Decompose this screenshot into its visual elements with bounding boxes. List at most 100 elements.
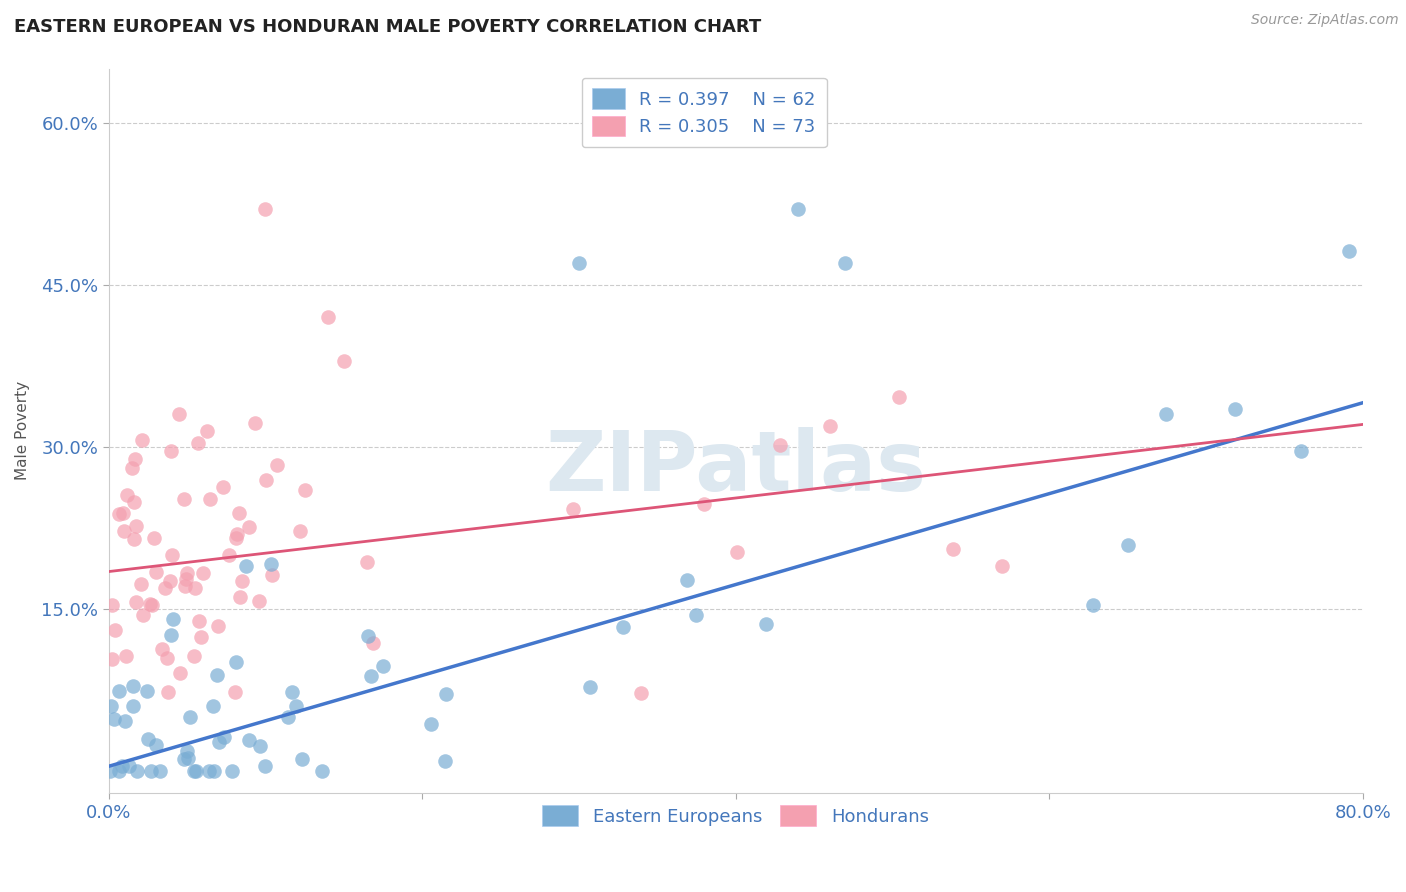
Point [121, 460, 143, 475]
Point [887, 390, 910, 404]
Point [561, 502, 583, 516]
Point [676, 573, 699, 587]
Point [420, 717, 443, 731]
Point [179, 710, 201, 724]
Point [1225, 402, 1247, 417]
Point [238, 520, 260, 534]
Point [132, 607, 155, 622]
Point [361, 636, 384, 650]
Point [725, 545, 748, 559]
Point [118, 758, 141, 772]
Point [787, 202, 810, 216]
Point [769, 438, 792, 452]
Point [122, 679, 145, 693]
Point [1116, 537, 1139, 551]
Text: EASTERN EUROPEAN VS HONDURAN MALE POVERTY CORRELATION CHART: EASTERN EUROPEAN VS HONDURAN MALE POVERT… [14, 18, 761, 36]
Point [243, 416, 266, 430]
Point [205, 668, 228, 682]
Point [285, 699, 308, 714]
Point [101, 598, 124, 612]
Point [755, 616, 778, 631]
Point [173, 752, 195, 766]
Point [294, 483, 316, 498]
Point [834, 256, 856, 270]
Point [135, 684, 157, 698]
Point [685, 608, 707, 623]
Point [125, 595, 148, 609]
Point [114, 649, 136, 664]
Point [254, 473, 277, 487]
Point [818, 418, 841, 433]
Point [226, 527, 249, 541]
Point [195, 424, 218, 438]
Point [183, 649, 205, 664]
Point [169, 666, 191, 681]
Point [114, 714, 136, 728]
Point [107, 764, 129, 778]
Point [942, 541, 965, 556]
Point [159, 443, 181, 458]
Point [360, 669, 382, 683]
Point [167, 408, 190, 422]
Point [173, 491, 195, 506]
Point [224, 685, 246, 699]
Point [198, 764, 221, 778]
Point [157, 685, 180, 699]
Point [100, 699, 122, 714]
Point [225, 655, 247, 669]
Point [356, 555, 378, 569]
Point [131, 433, 153, 447]
Point [149, 764, 172, 778]
Point [262, 567, 284, 582]
Point [277, 710, 299, 724]
Point [101, 652, 124, 666]
Point [115, 488, 138, 502]
Point [229, 590, 252, 604]
Point [208, 734, 231, 748]
Point [212, 480, 235, 494]
Point [174, 573, 197, 587]
Point [162, 612, 184, 626]
Y-axis label: Male Poverty: Male Poverty [15, 382, 30, 481]
Point [207, 619, 229, 633]
Point [112, 506, 135, 520]
Point [1156, 407, 1178, 421]
Point [108, 684, 131, 698]
Point [218, 549, 240, 563]
Point [221, 764, 243, 778]
Point [371, 659, 394, 673]
Point [176, 566, 198, 580]
Point [436, 687, 458, 701]
Point [225, 531, 247, 545]
Point [249, 739, 271, 753]
Point [266, 458, 288, 472]
Point [190, 631, 212, 645]
Point [183, 582, 205, 596]
Point [125, 764, 148, 778]
Point [568, 256, 591, 270]
Point [124, 495, 146, 509]
Point [259, 557, 281, 571]
Point [141, 599, 163, 613]
Point [183, 764, 205, 778]
Point [138, 597, 160, 611]
Point [122, 698, 145, 713]
Point [159, 574, 181, 588]
Point [238, 732, 260, 747]
Text: ZIPatlas: ZIPatlas [546, 426, 927, 508]
Point [333, 353, 356, 368]
Point [184, 764, 207, 778]
Point [991, 559, 1014, 574]
Point [202, 764, 225, 778]
Point [156, 650, 179, 665]
Point [129, 576, 152, 591]
Point [254, 759, 277, 773]
Point [231, 574, 253, 588]
Point [630, 686, 652, 700]
Point [187, 435, 209, 450]
Point [145, 565, 167, 579]
Point [122, 532, 145, 546]
Point [108, 507, 131, 521]
Point [1083, 598, 1105, 612]
Point [357, 629, 380, 643]
